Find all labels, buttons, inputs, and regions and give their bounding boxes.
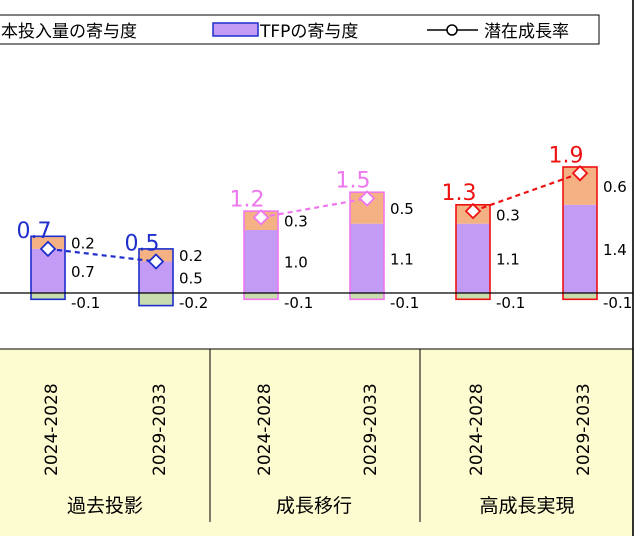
period-tick-label: 2029-2033 xyxy=(574,383,594,476)
bar-segment-tfp xyxy=(456,223,490,293)
bar-segment-labor xyxy=(350,293,384,300)
data-label-growth: 1.5 xyxy=(336,169,371,194)
bar-segment-labor xyxy=(456,293,490,300)
scenario-label: 成長移行 xyxy=(276,495,352,517)
scenario-label: 過去投影 xyxy=(67,495,143,517)
legend-box xyxy=(0,14,600,45)
bar-segment-labor xyxy=(139,293,173,306)
period-tick-label: 2024-2028 xyxy=(467,383,487,476)
legend-swatch-tfp xyxy=(212,22,259,37)
growth-marker xyxy=(252,209,270,226)
data-label-labor: -0.1 xyxy=(496,294,525,312)
data-label-growth: 0.7 xyxy=(17,219,52,244)
bar-segment-tfp xyxy=(350,223,384,293)
legend-label-growth: 潜在成長率 xyxy=(484,22,569,42)
data-label-labor: -0.1 xyxy=(284,294,313,312)
data-label-capital: 0.3 xyxy=(496,206,520,224)
growth-marker xyxy=(358,190,376,207)
data-label-tfp: 1.1 xyxy=(390,250,414,268)
data-label-capital: 0.2 xyxy=(179,247,203,265)
scenario-label: 高成長実現 xyxy=(479,495,574,517)
data-label-growth: 1.3 xyxy=(442,181,477,206)
data-label-capital: 0.6 xyxy=(603,178,627,196)
data-label-labor: -0.1 xyxy=(390,294,419,312)
bar-segment-labor xyxy=(563,293,597,300)
data-label-tfp: 0.5 xyxy=(179,269,203,287)
bar-segment-tfp xyxy=(244,230,278,293)
data-label-labor: -0.2 xyxy=(179,294,208,312)
bar-segment-labor xyxy=(31,293,65,300)
growth-marker xyxy=(464,202,482,220)
bar-segment-labor xyxy=(244,293,278,300)
chart-labels: -0.1 0.7 0.2 2024-2028 -0.2 0.5 0.2 2029-2033 0.… xyxy=(17,143,633,517)
data-label-tfp: 0.7 xyxy=(71,263,95,281)
period-tick-label: 2029-2033 xyxy=(150,383,170,476)
data-label-growth: 1.2 xyxy=(230,187,265,212)
legend-label-tfp: TFPの寄与度 xyxy=(259,22,358,42)
data-label-tfp: 1.1 xyxy=(496,250,520,268)
data-label-growth: 1.9 xyxy=(549,143,584,168)
data-label-capital: 0.5 xyxy=(390,200,414,218)
period-tick-label: 2029-2033 xyxy=(361,383,381,476)
data-label-tfp: 1.4 xyxy=(603,241,627,259)
data-label-capital: 0.3 xyxy=(284,213,308,231)
growth-line xyxy=(47,247,157,263)
legend: 本投入量の寄与度 TFPの寄与度 潜在成長率 xyxy=(0,14,600,45)
period-tick-label: 2024-2028 xyxy=(255,383,275,476)
period-tick-label: 2024-2028 xyxy=(42,383,62,476)
chart-marks xyxy=(30,165,598,307)
bar-outline xyxy=(30,235,66,301)
growth-marker xyxy=(39,240,57,258)
growth-marker xyxy=(147,253,165,270)
category-band xyxy=(0,349,633,536)
data-label-labor: -0.1 xyxy=(603,294,632,312)
growth-marker xyxy=(571,165,589,182)
data-label-labor: -0.1 xyxy=(71,294,100,312)
growth-line xyxy=(472,172,581,213)
data-label-capital: 0.2 xyxy=(71,235,95,253)
data-label-growth: 0.5 xyxy=(125,232,160,257)
legend-marker-growth xyxy=(446,24,458,36)
bar-segment-tfp xyxy=(563,204,597,293)
data-label-tfp: 1.0 xyxy=(284,254,308,272)
bar-outline xyxy=(138,248,174,307)
legend-label-capital: 本投入量の寄与度 xyxy=(1,22,137,42)
